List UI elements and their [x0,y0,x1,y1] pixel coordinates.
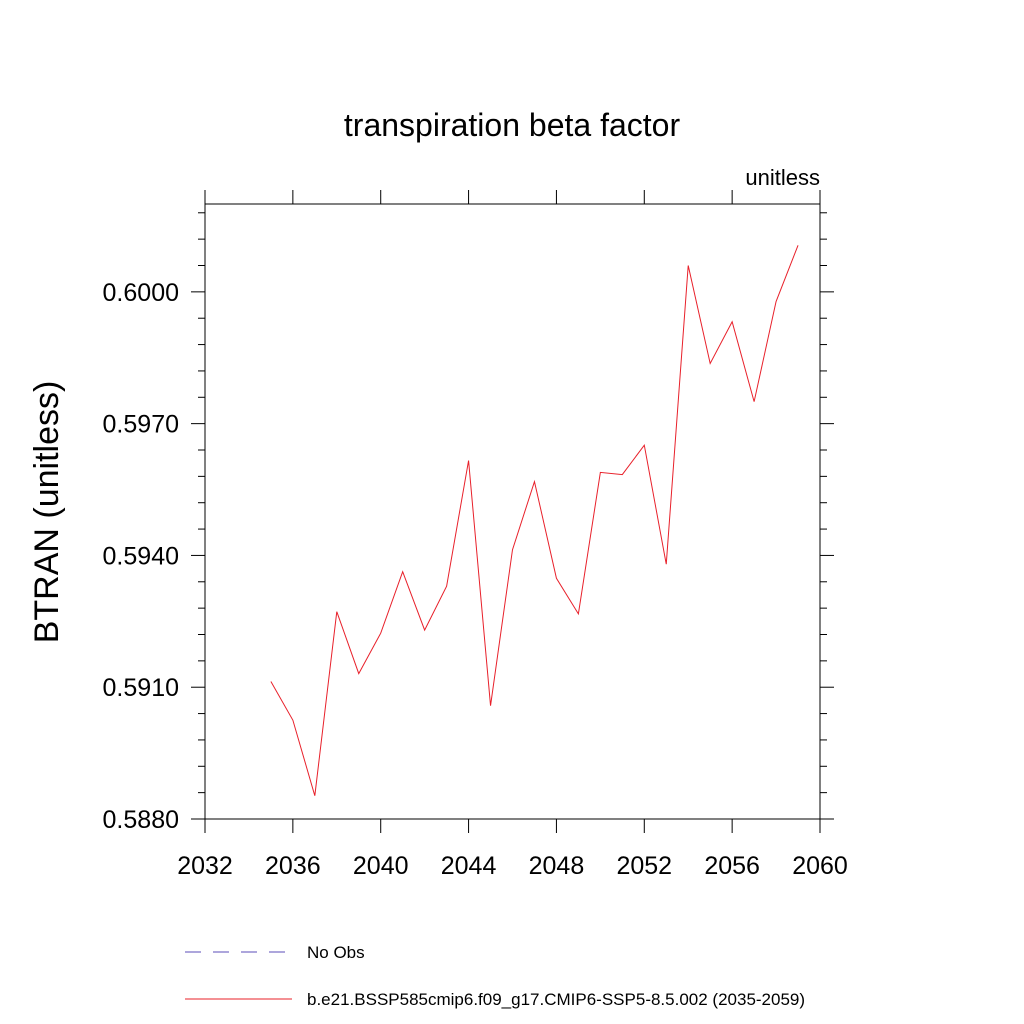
chart-title: transpiration beta factor [344,107,681,143]
units-label: unitless [745,165,820,190]
y-tick-label: 0.5880 [103,806,179,834]
y-tick-label: 0.5970 [103,411,179,439]
y-tick-label: 0.5940 [103,542,179,570]
legend-label-1: b.e21.BSSP585cmip6.f09_g17.CMIP6-SSP5-8.… [307,990,805,1009]
y-tick-label: 0.6000 [103,279,179,307]
legend-label-0: No Obs [307,943,365,962]
y-axis-title: BTRAN (unitless) [28,381,66,644]
x-tick-label: 2044 [441,852,497,880]
x-tick-label: 2060 [792,852,848,880]
x-tick-label: 2052 [616,852,672,880]
y-tick-label: 0.5910 [103,674,179,702]
series-line-1 [270,245,799,796]
axis-tick-labels: 2032 2036 2040 2044 2048 2052 2056 2060 0.5880 0.… [103,279,848,880]
legend: No Obs b.e21.BSSP585cmip6.f09_g17.CMIP6-S… [185,943,805,1009]
x-tick-label: 2040 [353,852,409,880]
series-layer [270,245,799,796]
x-tick-label: 2036 [265,852,321,880]
x-tick-label: 2032 [177,852,233,880]
x-tick-label: 2048 [529,852,585,880]
plot-frame [204,203,821,820]
axis-ticks [191,190,834,833]
x-tick-label: 2056 [704,852,760,880]
